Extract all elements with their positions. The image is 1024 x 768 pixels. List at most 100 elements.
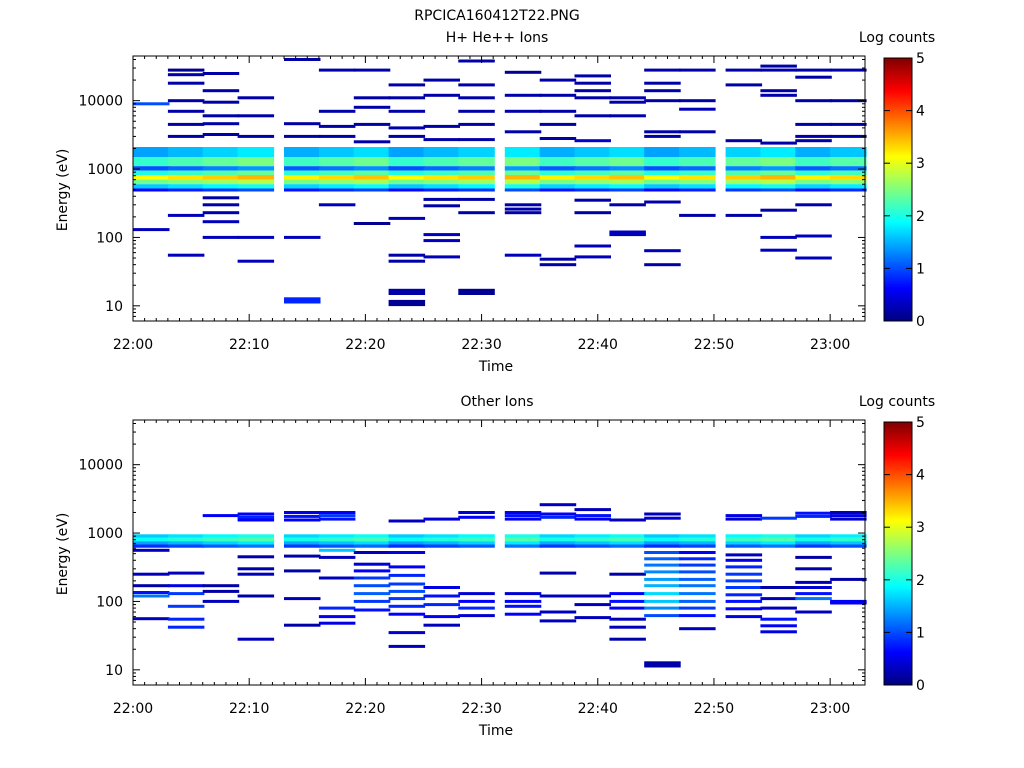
- heatmap-cell: [725, 175, 763, 180]
- heatmap-cell: [284, 569, 321, 573]
- heatmap-cell: [504, 511, 542, 514]
- y-tick-label: 10000: [78, 458, 123, 474]
- heatmap-cell: [609, 188, 646, 192]
- heatmap-cell: [795, 184, 832, 189]
- x-tick-label: 22:20: [345, 337, 385, 353]
- heatmap-cell: [574, 534, 611, 538]
- heatmap-cell: [388, 259, 426, 263]
- heatmap-cell: [539, 109, 577, 113]
- heatmap-cell: [574, 541, 611, 545]
- heatmap-cell: [458, 606, 495, 610]
- heatmap-cell: [795, 234, 832, 238]
- heatmap-cell: [284, 514, 321, 518]
- heatmap-cell: [423, 197, 460, 201]
- heatmap-cell: [237, 175, 275, 180]
- heatmap-cell: [237, 188, 275, 192]
- heatmap-cell: [284, 58, 321, 61]
- heatmap-cell: [318, 184, 356, 189]
- heatmap-cell: [760, 606, 797, 610]
- heatmap-cell: [237, 184, 275, 189]
- heatmap-cell: [237, 544, 275, 548]
- x-tick-label: 22:10: [229, 337, 269, 353]
- heatmap-cell: [725, 541, 763, 545]
- heatmap-cell: [167, 604, 205, 608]
- heatmap-cell: [133, 617, 170, 621]
- heatmap-cell: [725, 170, 763, 175]
- heatmap-cell: [609, 606, 646, 610]
- heatmap-cell: [644, 249, 681, 253]
- heatmap-cell: [609, 147, 646, 157]
- heatmap-cell: [795, 514, 832, 518]
- heatmap-cell: [318, 147, 356, 157]
- heatmap-cell: [353, 175, 391, 180]
- heatmap-cell: [388, 612, 426, 616]
- heatmap-cell: [609, 233, 646, 237]
- heatmap-cell: [760, 68, 797, 72]
- heatmap-cell: [760, 624, 797, 628]
- heatmap-cell: [725, 514, 763, 518]
- heatmap-cell: [725, 147, 763, 157]
- heatmap-cell: [679, 157, 716, 167]
- heatmap-cell: [609, 541, 646, 545]
- heatmap-cell: [760, 147, 797, 157]
- heatmap-cell: [388, 147, 426, 157]
- panel-title: Other Ions: [460, 394, 533, 410]
- heatmap-cell: [318, 157, 356, 167]
- heatmap-cell: [388, 582, 426, 586]
- heatmap-cell: [423, 615, 460, 619]
- heatmap-cell: [284, 518, 321, 522]
- heatmap-cell: [458, 599, 495, 603]
- heatmap-cell: [167, 122, 205, 126]
- y-tick-label: 100: [96, 594, 123, 610]
- heatmap-cell: [760, 617, 797, 621]
- heatmap-cell: [795, 586, 832, 589]
- heatmap-cell: [353, 599, 391, 603]
- heatmap-cell: [167, 625, 205, 629]
- heatmap-cell: [504, 170, 542, 175]
- colorbar: 0 1 2 3 4 5 Log counts: [859, 394, 935, 694]
- heatmap-cell: [830, 601, 867, 605]
- heatmap-cell: [388, 544, 426, 548]
- heatmap-cell: [237, 541, 275, 545]
- heatmap-cell: [284, 122, 321, 126]
- heatmap-cell: [574, 514, 611, 518]
- heatmap-cell: [795, 122, 832, 126]
- heatmap-cell: [284, 544, 321, 548]
- heatmap-cell: [237, 147, 275, 157]
- y-axis-label: Energy (eV): [55, 149, 71, 232]
- heatmap-cell: [679, 557, 716, 561]
- heatmap-cell: [725, 534, 763, 538]
- heatmap-cell: [504, 253, 542, 257]
- heatmap-cell: [760, 184, 797, 189]
- heatmap-cell: [725, 157, 763, 167]
- heatmap-cell: [458, 138, 495, 142]
- heatmap-cell: [318, 188, 356, 192]
- heatmap-cell: [202, 100, 240, 104]
- heatmap-cell: [318, 175, 356, 180]
- heatmap-cell: [458, 592, 495, 596]
- heatmap-cell: [167, 81, 205, 85]
- heatmap-cell: [504, 109, 542, 113]
- heatmap-cell: [609, 518, 646, 522]
- heatmap-cell: [830, 514, 867, 518]
- heatmap-cell: [237, 594, 275, 598]
- heatmap-cell: [458, 122, 495, 126]
- heatmap-cell: [539, 179, 577, 185]
- heatmap-cell: [609, 230, 646, 234]
- heatmap-cell: [458, 188, 495, 192]
- heatmap-cell: [574, 211, 611, 215]
- x-axis: 22:00 22:10 22:20 22:30 22:40 22:50 23:00: [113, 56, 866, 353]
- heatmap-cell: [539, 515, 577, 519]
- heatmap-cell: [388, 541, 426, 545]
- heatmap-cell: [388, 565, 426, 569]
- heatmap-cell: [574, 96, 611, 100]
- heatmap-cell: [423, 166, 460, 171]
- colorbar-tick-label: 5: [916, 415, 925, 431]
- heatmap-cell: [133, 584, 170, 588]
- heatmap-cell: [760, 544, 797, 548]
- heatmap-cell: [725, 517, 763, 521]
- heatmap-cell: [423, 594, 460, 598]
- heatmap-cell: [609, 179, 646, 185]
- heatmap-cell: [679, 599, 716, 603]
- heatmap-cell: [760, 179, 797, 185]
